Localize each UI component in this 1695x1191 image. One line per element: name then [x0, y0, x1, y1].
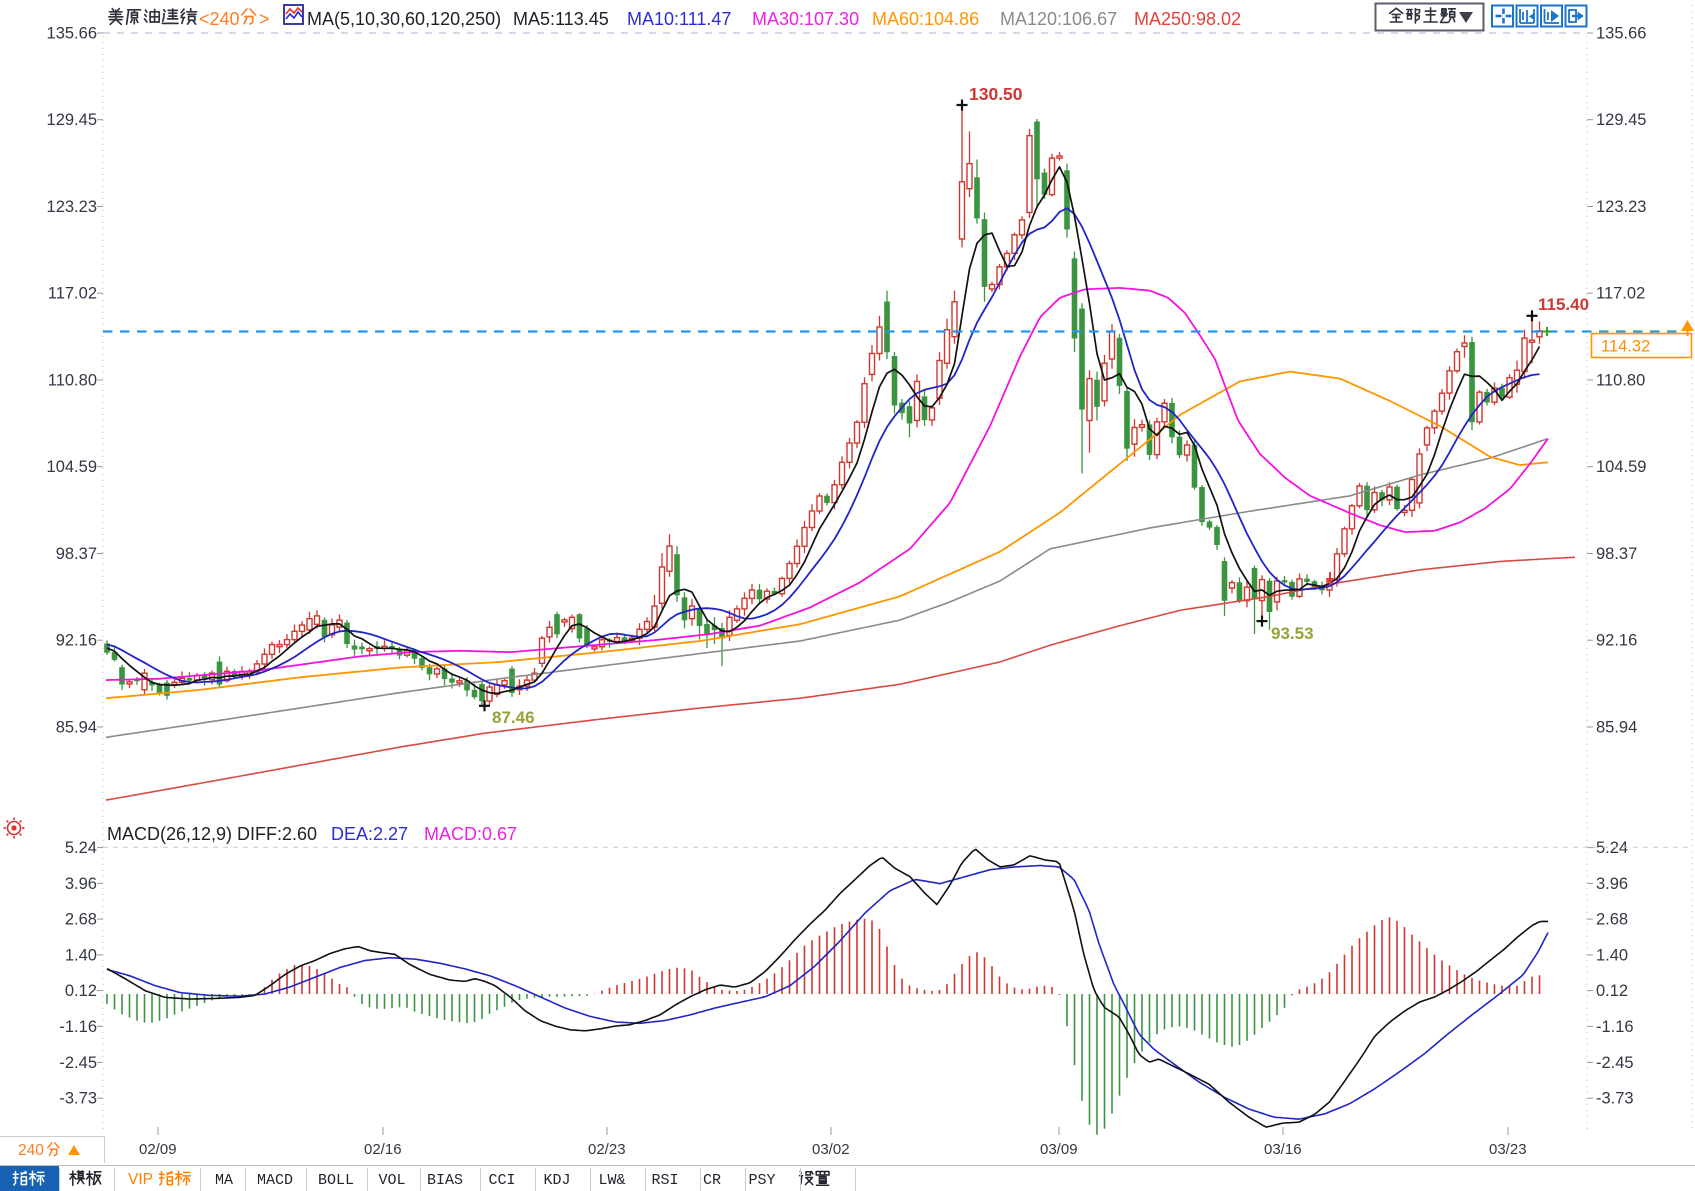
- svg-text:MACD: MACD: [257, 1172, 293, 1189]
- svg-text:MA5:113.45: MA5:113.45: [513, 9, 609, 29]
- svg-text:03/23: 03/23: [1489, 1141, 1527, 1158]
- svg-text:03/09: 03/09: [1040, 1141, 1078, 1158]
- svg-text:1.40: 1.40: [1596, 946, 1628, 964]
- svg-text:115.40: 115.40: [1538, 295, 1589, 314]
- svg-text:-2.45: -2.45: [59, 1054, 97, 1072]
- svg-text:123.23: 123.23: [1596, 198, 1646, 216]
- svg-text:KDJ: KDJ: [543, 1172, 570, 1189]
- svg-text:03/16: 03/16: [1264, 1141, 1302, 1158]
- svg-text:MA120:106.67: MA120:106.67: [1000, 9, 1117, 29]
- svg-text:117.02: 117.02: [1596, 285, 1645, 303]
- svg-text:0.12: 0.12: [65, 982, 97, 1000]
- svg-text:-1.16: -1.16: [59, 1018, 97, 1036]
- svg-text:104.59: 104.59: [47, 458, 97, 476]
- svg-text:LW&: LW&: [598, 1172, 625, 1189]
- svg-text:RSI: RSI: [651, 1172, 678, 1189]
- svg-text:VOL: VOL: [378, 1172, 405, 1189]
- svg-text:93.53: 93.53: [1271, 624, 1314, 643]
- svg-text:MA60:104.86: MA60:104.86: [872, 9, 979, 29]
- svg-text:92.16: 92.16: [56, 632, 97, 650]
- svg-text:MACD(26,12,9) DIFF:2.60: MACD(26,12,9) DIFF:2.60: [107, 824, 317, 844]
- svg-text:MA30:107.30: MA30:107.30: [752, 9, 859, 29]
- svg-text:DEA:2.27: DEA:2.27: [331, 824, 408, 844]
- svg-text:114.32: 114.32: [1601, 338, 1650, 356]
- svg-text:VIP: VIP: [128, 1171, 153, 1188]
- svg-text:130.50: 130.50: [969, 84, 1023, 104]
- svg-text:-1.16: -1.16: [1596, 1018, 1634, 1036]
- svg-text:2.68: 2.68: [65, 911, 97, 929]
- svg-text:98.37: 98.37: [1596, 545, 1637, 563]
- svg-text:<240: <240: [199, 9, 240, 29]
- svg-text:-3.73: -3.73: [59, 1090, 97, 1108]
- svg-text:117.02: 117.02: [48, 285, 97, 303]
- svg-text:03/02: 03/02: [812, 1141, 850, 1158]
- svg-text:PSY: PSY: [748, 1172, 775, 1189]
- svg-text:129.45: 129.45: [1596, 111, 1646, 129]
- svg-text:2.68: 2.68: [1596, 911, 1628, 929]
- svg-text:BOLL: BOLL: [318, 1172, 354, 1189]
- svg-text:104.59: 104.59: [1596, 458, 1646, 476]
- svg-text:5.24: 5.24: [1596, 839, 1628, 857]
- svg-text:123.23: 123.23: [47, 198, 97, 216]
- svg-text:MA250:98.02: MA250:98.02: [1134, 9, 1241, 29]
- svg-text:CR: CR: [703, 1172, 721, 1189]
- svg-text:BIAS: BIAS: [427, 1172, 463, 1189]
- svg-text:-2.45: -2.45: [1596, 1054, 1634, 1072]
- svg-text:87.46: 87.46: [492, 708, 535, 727]
- svg-text:3.96: 3.96: [65, 875, 97, 893]
- svg-text:-3.73: -3.73: [1596, 1090, 1634, 1108]
- svg-text:135.66: 135.66: [47, 25, 97, 43]
- svg-text:85.94: 85.94: [56, 719, 97, 737]
- svg-text:MA: MA: [215, 1172, 233, 1189]
- svg-text:92.16: 92.16: [1596, 632, 1637, 650]
- svg-text:0.12: 0.12: [1596, 982, 1628, 1000]
- svg-text:MA10:111.47: MA10:111.47: [627, 9, 731, 29]
- svg-text:5.24: 5.24: [65, 839, 97, 857]
- svg-text:MA(5,10,30,60,120,250): MA(5,10,30,60,120,250): [307, 9, 501, 29]
- svg-text:CCI: CCI: [488, 1172, 515, 1189]
- svg-text:3.96: 3.96: [1596, 875, 1628, 893]
- svg-text:02/09: 02/09: [139, 1141, 177, 1158]
- svg-text:02/16: 02/16: [364, 1141, 402, 1158]
- svg-text:85.94: 85.94: [1596, 719, 1637, 737]
- svg-text:>: >: [259, 9, 270, 29]
- svg-text:129.45: 129.45: [47, 111, 97, 129]
- svg-text:02/23: 02/23: [588, 1141, 626, 1158]
- svg-text:MACD:0.67: MACD:0.67: [424, 824, 517, 844]
- svg-text:240: 240: [18, 1142, 44, 1159]
- svg-text:110.80: 110.80: [48, 372, 97, 390]
- svg-text:98.37: 98.37: [56, 545, 97, 563]
- svg-text:135.66: 135.66: [1596, 25, 1646, 43]
- svg-text:1.40: 1.40: [65, 946, 97, 964]
- svg-text:110.80: 110.80: [1596, 372, 1645, 390]
